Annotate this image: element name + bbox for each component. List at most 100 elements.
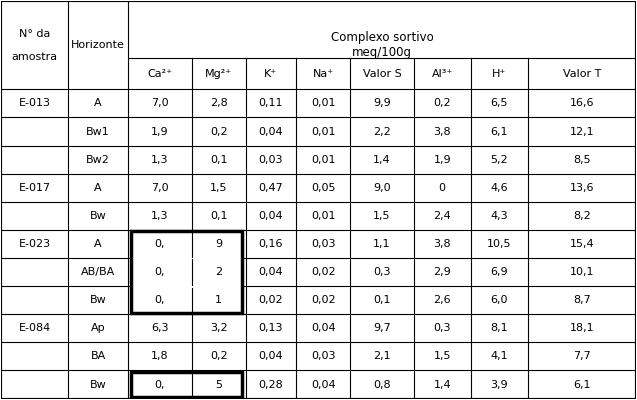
Text: E-017: E-017 xyxy=(18,183,51,193)
Text: 9,7: 9,7 xyxy=(373,323,390,333)
Text: 0,8: 0,8 xyxy=(373,380,390,390)
Text: 0,2: 0,2 xyxy=(210,352,227,362)
Text: 7,7: 7,7 xyxy=(573,352,590,362)
Text: 0,04: 0,04 xyxy=(259,211,283,221)
Text: 7,0: 7,0 xyxy=(151,98,169,108)
Text: 6,1: 6,1 xyxy=(573,380,590,390)
Text: E-013: E-013 xyxy=(18,98,51,108)
Text: 0,: 0, xyxy=(155,267,165,277)
Text: 0,02: 0,02 xyxy=(311,295,336,305)
Text: 0,2: 0,2 xyxy=(210,126,227,136)
Text: 6,5: 6,5 xyxy=(490,98,508,108)
Text: 18,1: 18,1 xyxy=(569,323,594,333)
Text: 8,5: 8,5 xyxy=(573,155,590,165)
Text: 0,1: 0,1 xyxy=(210,155,227,165)
Text: 0,01: 0,01 xyxy=(311,155,336,165)
Text: 0,16: 0,16 xyxy=(259,239,283,249)
Text: 0,03: 0,03 xyxy=(259,155,283,165)
Text: 9,9: 9,9 xyxy=(373,98,390,108)
Text: 2,1: 2,1 xyxy=(373,352,390,362)
Text: 0,01: 0,01 xyxy=(311,126,336,136)
Text: 2,9: 2,9 xyxy=(433,267,451,277)
Text: 0: 0 xyxy=(439,183,446,193)
Text: A: A xyxy=(94,183,102,193)
Text: 3,9: 3,9 xyxy=(490,380,508,390)
Text: 0,3: 0,3 xyxy=(373,267,390,277)
Text: 1,5: 1,5 xyxy=(433,352,451,362)
Text: 2,2: 2,2 xyxy=(373,126,390,136)
Text: 0,04: 0,04 xyxy=(259,267,283,277)
Text: 0,02: 0,02 xyxy=(311,267,336,277)
Text: 0,04: 0,04 xyxy=(259,352,283,362)
Text: 0,11: 0,11 xyxy=(259,98,283,108)
Text: Bw1: Bw1 xyxy=(86,126,110,136)
Text: 5: 5 xyxy=(215,380,222,390)
Text: 1,8: 1,8 xyxy=(151,352,169,362)
Text: 10,1: 10,1 xyxy=(569,267,594,277)
Text: 0,: 0, xyxy=(155,380,165,390)
Text: Valor S: Valor S xyxy=(362,69,401,79)
Text: Bw2: Bw2 xyxy=(86,155,110,165)
Text: E-084: E-084 xyxy=(18,323,51,333)
Text: 0,03: 0,03 xyxy=(311,239,336,249)
Text: BA: BA xyxy=(90,352,106,362)
Text: 9: 9 xyxy=(215,239,222,249)
Text: 0,1: 0,1 xyxy=(210,211,227,221)
Text: N° da

amostra: N° da amostra xyxy=(11,29,58,62)
Text: 13,6: 13,6 xyxy=(569,183,594,193)
Text: 0,1: 0,1 xyxy=(373,295,390,305)
Text: 16,6: 16,6 xyxy=(569,98,594,108)
Text: 7,0: 7,0 xyxy=(151,183,169,193)
Text: K⁺: K⁺ xyxy=(264,69,278,79)
Text: 15,4: 15,4 xyxy=(569,239,594,249)
Text: H⁺: H⁺ xyxy=(492,69,506,79)
Text: 1,5: 1,5 xyxy=(210,183,227,193)
Text: 0,: 0, xyxy=(155,239,165,249)
Text: Al³⁺: Al³⁺ xyxy=(431,69,453,79)
Text: 6,0: 6,0 xyxy=(490,295,508,305)
Text: 4,3: 4,3 xyxy=(490,211,508,221)
Text: 0,28: 0,28 xyxy=(259,380,283,390)
Text: Bw: Bw xyxy=(90,211,106,221)
Text: 8,2: 8,2 xyxy=(573,211,590,221)
Text: Bw: Bw xyxy=(90,295,106,305)
Bar xyxy=(131,372,243,397)
Text: 0,47: 0,47 xyxy=(259,183,283,193)
Text: 8,1: 8,1 xyxy=(490,323,508,333)
Text: 0,01: 0,01 xyxy=(311,98,336,108)
Text: 2,8: 2,8 xyxy=(210,98,227,108)
Text: 2: 2 xyxy=(215,267,222,277)
Text: 10,5: 10,5 xyxy=(487,239,512,249)
Text: 0,3: 0,3 xyxy=(433,323,451,333)
Text: Ap: Ap xyxy=(91,323,105,333)
Text: A: A xyxy=(94,239,102,249)
Text: 2,6: 2,6 xyxy=(433,295,451,305)
Text: Na⁺: Na⁺ xyxy=(313,69,334,79)
Text: 6,1: 6,1 xyxy=(490,126,508,136)
Text: A: A xyxy=(94,98,102,108)
Text: 0,: 0, xyxy=(155,295,165,305)
Text: 4,6: 4,6 xyxy=(490,183,508,193)
Text: 1,9: 1,9 xyxy=(433,155,451,165)
Text: 0,03: 0,03 xyxy=(311,352,336,362)
Text: 8,7: 8,7 xyxy=(573,295,590,305)
Text: Valor T: Valor T xyxy=(562,69,601,79)
Text: 1,1: 1,1 xyxy=(373,239,390,249)
Text: 0,13: 0,13 xyxy=(259,323,283,333)
Text: 1,9: 1,9 xyxy=(151,126,169,136)
Text: 2,4: 2,4 xyxy=(433,211,451,221)
Text: 1,3: 1,3 xyxy=(151,211,169,221)
Text: AB/BA: AB/BA xyxy=(81,267,115,277)
Text: Ca²⁺: Ca²⁺ xyxy=(147,69,173,79)
Text: 4,1: 4,1 xyxy=(490,352,508,362)
Text: 6,9: 6,9 xyxy=(490,267,508,277)
Text: 6,3: 6,3 xyxy=(151,323,169,333)
Text: 9,0: 9,0 xyxy=(373,183,390,193)
Text: 1,5: 1,5 xyxy=(373,211,390,221)
Text: 0,04: 0,04 xyxy=(311,323,336,333)
Text: Horizonte: Horizonte xyxy=(71,40,125,50)
Text: E-023: E-023 xyxy=(18,239,51,249)
Text: 12,1: 12,1 xyxy=(569,126,594,136)
Text: 0,01: 0,01 xyxy=(311,211,336,221)
Text: 3,8: 3,8 xyxy=(433,126,451,136)
